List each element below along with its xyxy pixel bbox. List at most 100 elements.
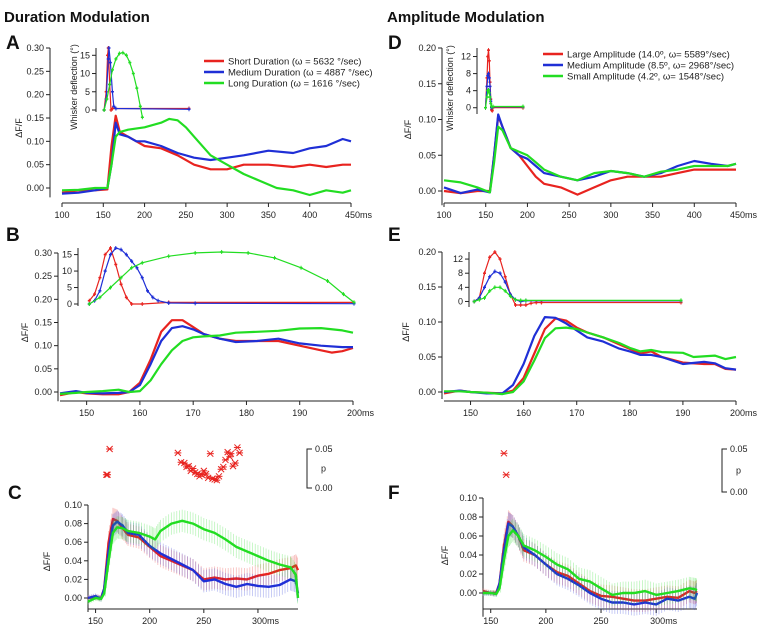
panel-D-ytick-label: 0.15 — [418, 79, 436, 89]
panel-A-ytick-label: 0.00 — [26, 183, 44, 193]
panel-F-p-marker — [500, 449, 508, 457]
panel-D-xtick-label: 400 — [687, 210, 702, 220]
inset-B-ytick-label: 0 — [67, 299, 72, 309]
panel-C-ytick-label: 0.06 — [64, 537, 82, 547]
panel-E-xtick-label: 190 — [675, 408, 690, 418]
panel-E-ytick-label: 0.05 — [418, 352, 436, 362]
inset-E-ytick-label: 8 — [458, 268, 463, 278]
panel-D-ytick-label: 0.05 — [418, 150, 436, 160]
panel-C-p-marker — [219, 463, 227, 471]
panel-D-ytick-label: 0.00 — [418, 186, 436, 196]
panel-F-line-medium-amplitude — [483, 522, 699, 606]
panel-C-ylabel: ΔF/F — [42, 551, 52, 571]
panel-label-E: E — [388, 225, 401, 246]
inset-A-ylabel: Whisker deflection (°) — [69, 44, 79, 130]
panel-B-ytick-label: 0.20 — [34, 294, 52, 304]
panel-E-line-small-amplitude — [444, 326, 737, 396]
panel-F-ylabel: ΔF/F — [440, 545, 450, 565]
panel-E-ylabel: ΔF/F — [401, 322, 411, 342]
panel-B-line-medium-duration — [59, 325, 353, 395]
panel-B-ytick-label: 0.25 — [34, 271, 52, 281]
panel-C-p-marker — [200, 467, 208, 475]
panel-C-ytick-label: 0.04 — [64, 556, 82, 566]
panel-label-F: F — [388, 483, 400, 504]
panel-D-ytick-label: 0.20 — [418, 43, 436, 53]
inset-D-ylabel: Whisker deflection (°) — [445, 45, 455, 131]
panel-C-p-marker — [221, 456, 229, 464]
inset-D-ytick-label: 12 — [461, 52, 471, 62]
panel-B-xtick-label: 180 — [239, 408, 254, 418]
panel-E-xtick-label: 200ms — [730, 408, 758, 418]
panel-C-p-marker — [189, 465, 197, 472]
panel-F-xtick-label: 300ms — [650, 616, 678, 626]
panel-E-ytick-label: 0.00 — [418, 387, 436, 397]
panel-F-ytick-label: 0.04 — [459, 550, 477, 560]
panel-C-p-tick-top: 0.05 — [315, 444, 333, 454]
inset-D-ytick-label: 4 — [466, 86, 471, 96]
panel-E-ytick-label: 0.10 — [418, 317, 436, 327]
panel-A-ytick-label: 0.15 — [26, 113, 44, 123]
legend-A-label: Long Duration (ω = 1616 °/sec) — [228, 79, 360, 90]
panel-C-p-marker — [206, 450, 214, 458]
panel-E-xtick-label: 170 — [569, 408, 584, 418]
panel-C-p-marker — [227, 450, 235, 458]
inset-A-ytick-label: 10 — [80, 69, 90, 79]
panel-B-ytick-label: 0.00 — [34, 387, 52, 397]
panel-E-xtick-label: 180 — [622, 408, 637, 418]
panel-F-ytick-label: 0.00 — [459, 588, 477, 598]
inset-B-line-long-duration — [88, 251, 355, 305]
inset-A-ytick-label: 5 — [85, 87, 90, 97]
panel-B-ytick-label: 0.30 — [34, 248, 52, 258]
title-duration-modulation: Duration Modulation — [4, 9, 150, 26]
legend-D-label: Large Amplitude (14.0º, ω= 5589°/sec) — [567, 50, 730, 61]
panel-A-ytick-label: 0.25 — [26, 66, 44, 76]
inset-B-line-medium-duration — [88, 247, 355, 305]
legend-A-label: Short Duration (ω = 5632 °/sec) — [228, 57, 361, 68]
panel-B-ytick-label: 0.15 — [34, 318, 52, 328]
panel-F-ytick-label: 0.10 — [459, 493, 477, 503]
panel-A-xtick-label: 300 — [220, 210, 235, 220]
panel-A-ytick-label: 0.10 — [26, 136, 44, 146]
panel-A-ytick-label: 0.05 — [26, 160, 44, 170]
panel-C-p-marker — [215, 472, 223, 480]
panel-A-xtick-label: 150 — [96, 210, 111, 220]
panel-C-ytick-label: 0.08 — [64, 519, 82, 529]
panel-C-p-marker — [213, 476, 221, 484]
panel-E-ytick-label: 0.15 — [418, 282, 436, 292]
panel-B-xtick-label: 160 — [132, 408, 147, 418]
panel-E-xtick-label: 160 — [516, 408, 531, 418]
panel-B-xtick-label: 200ms — [347, 408, 375, 418]
inset-B-ytick-label: 10 — [62, 266, 72, 276]
inset-E-ytick-label: 4 — [458, 282, 463, 292]
panel-D-xtick-label: 150 — [478, 210, 493, 220]
panel-C-line-short-duration — [87, 517, 300, 600]
panel-A-xtick-label: 200 — [137, 210, 152, 220]
panel-D-xtick-label: 300 — [603, 210, 618, 220]
panel-F-p-tick-bottom: 0.00 — [730, 487, 748, 497]
panel-B-xtick-label: 170 — [186, 408, 201, 418]
panel-D-line-medium-amplitude — [443, 113, 737, 195]
inset-E-ytick-label: 0 — [458, 296, 463, 306]
panel-A-line-medium-duration — [61, 121, 352, 195]
panel-D-line-large-amplitude — [443, 114, 736, 196]
panel-C-ytick-label: 0.00 — [64, 593, 82, 603]
panel-C-xtick-label: 250 — [196, 616, 211, 626]
panel-F-ytick-label: 0.08 — [459, 512, 477, 522]
panel-A-line-short-duration — [61, 114, 351, 194]
panel-B-line-long-duration — [59, 327, 354, 395]
panel-F-p-tick-top: 0.05 — [730, 444, 748, 454]
panel-E-xtick-label: 150 — [463, 408, 478, 418]
panel-F-xtick-label: 200 — [538, 616, 553, 626]
panel-D-line-small-amplitude — [443, 125, 737, 194]
panel-A-line-long-duration — [61, 117, 352, 197]
panel-C-ytick-label: 0.10 — [64, 500, 82, 510]
inset-A-ytick-label: 0 — [85, 105, 90, 115]
panel-B-xtick-label: 150 — [79, 408, 94, 418]
panel-C-xtick-label: 150 — [88, 616, 103, 626]
inset-D-ytick-label: 8 — [466, 69, 471, 79]
panel-C-p-tick-bottom: 0.00 — [315, 483, 333, 493]
panel-label-A: A — [6, 33, 20, 54]
legend-D-label: Medium Amplitude (8.5º, ω= 2968°/sec) — [567, 61, 734, 72]
panel-B-line-short-duration — [59, 319, 354, 397]
